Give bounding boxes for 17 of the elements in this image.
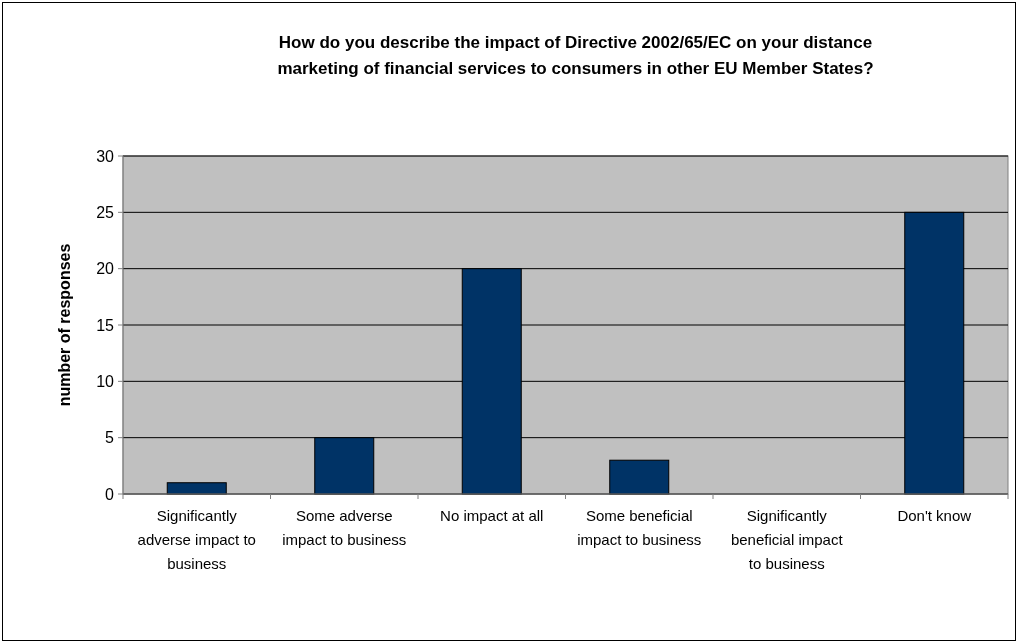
bar bbox=[609, 459, 670, 495]
y-tick-label: 10 bbox=[96, 372, 115, 390]
x-tick-label: Significantly adverse impact to business bbox=[137, 507, 256, 572]
y-tick-label: 25 bbox=[96, 203, 115, 221]
y-tick-label: 30 bbox=[96, 147, 115, 165]
x-tick-label: Don't know bbox=[897, 507, 972, 524]
bar bbox=[166, 482, 227, 495]
x-tick-label: Significantly beneficial impact to business bbox=[730, 507, 844, 572]
x-tick-label: No impact at all bbox=[440, 507, 544, 524]
x-tick-label: Some adverse impact to business bbox=[282, 507, 407, 548]
y-tick-label: 15 bbox=[96, 316, 115, 334]
y-tick-label: 5 bbox=[105, 429, 115, 447]
chart-title: How do you describe the impact of Directive 2002/65/EC on your distance marketing of financial services to consumers in other EU Member States? bbox=[277, 33, 874, 78]
y-tick-label: 20 bbox=[96, 260, 115, 278]
x-tick-label: Some beneficial impact to business bbox=[577, 507, 702, 548]
y-axis-title: number of responses bbox=[56, 243, 73, 407]
y-tick-label: 0 bbox=[105, 485, 115, 503]
